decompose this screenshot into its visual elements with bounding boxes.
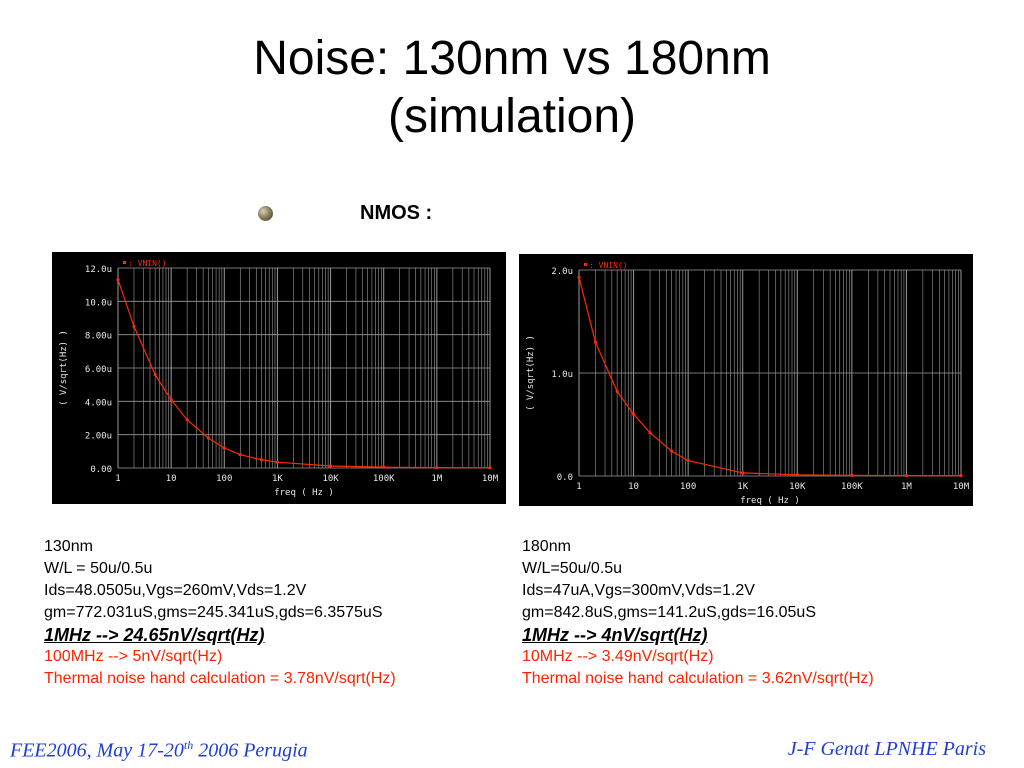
data-point [904, 473, 909, 478]
data-point [488, 466, 492, 470]
data-point [328, 464, 333, 468]
y-tick-label: 4.00u [85, 398, 112, 408]
x-tick-label: 100 [216, 474, 232, 484]
data-point [795, 473, 799, 477]
data-point [259, 458, 264, 462]
footer-conference: FEE2006, May 17-20th 2006 Perugia [10, 738, 308, 763]
info-red-line-1: 10MHz --> 3.49nV/sqrt(Hz) [522, 648, 714, 665]
data-point [382, 465, 386, 469]
y-tick-label: 2.0u [551, 267, 573, 277]
data-point [593, 340, 598, 344]
x-tick-label: 1M [431, 474, 442, 484]
x-axis-label: freq ( Hz ) [740, 496, 800, 506]
y-tick-label: 0.0 [557, 473, 573, 483]
info-highlight: 1MHz --> 4nV/sqrt(Hz) [522, 625, 708, 645]
data-point [275, 460, 280, 464]
info-bias: Ids=47uA,Vgs=300mV,Vds=1.2V [522, 582, 755, 599]
plot-180nm-svg: 0.0 1.0u 2.0u 1 10 100 1K 10K 100K 1M 10M freq ( Hz… [526, 261, 970, 506]
x-tick-label: 1M [901, 482, 912, 492]
info-180nm: 180nm W/L=50u/0.5u Ids=47uA,Vgs=300mV,Vd… [522, 536, 874, 690]
y-tick-label: 0.00 [90, 465, 112, 475]
footer-date-suffix: 2006 Perugia [193, 739, 308, 762]
info-gm: gm=842.8uS,gms=141.2uS,gds=16.05uS [522, 604, 816, 621]
info-red-line-2: Thermal noise hand calculation = 3.62nV/… [522, 670, 874, 687]
x-tick-label: 100K [373, 474, 395, 484]
data-point [631, 412, 636, 416]
data-point [206, 436, 210, 440]
bullet-item: NMOS : [258, 202, 558, 230]
x-axis-label: freq ( Hz ) [274, 488, 334, 498]
info-node: 180nm [522, 538, 571, 555]
bullet-icon [258, 206, 273, 221]
info-wl: W/L = 50u/0.5u [44, 560, 153, 577]
y-tick-label: 8.00u [85, 332, 112, 342]
bullet-label: NMOS : [360, 202, 433, 224]
x-tick-label: 1K [737, 482, 748, 492]
data-point [577, 275, 581, 279]
x-tick-label: 10K [322, 474, 339, 484]
x-tick-label: 100 [680, 482, 696, 492]
title-line-2: (simulation) [387, 90, 637, 143]
info-red-line-1: 100MHz --> 5nV/sqrt(Hz) [44, 648, 223, 665]
footer-date-prefix: FEE2006, May 17-20 [10, 739, 184, 762]
x-tick-label: 1 [115, 474, 120, 484]
footer-author: J-F Genat LPNHE Paris [787, 738, 986, 760]
data-point [648, 431, 652, 435]
legend-marker [123, 261, 126, 264]
x-tick-label: 1 [576, 482, 581, 492]
y-axis-label: ( V/sqrt(Hz) ) [526, 335, 536, 411]
data-point [222, 446, 226, 450]
info-bias: Ids=48.0505u,Vgs=260mV,Vds=1.2V [44, 582, 307, 599]
info-node: 130nm [44, 538, 93, 555]
x-tick-label: 10M [482, 474, 499, 484]
y-tick-label: 1.0u [551, 370, 573, 380]
x-tick-label: 10M [953, 482, 970, 492]
x-tick-label: 100K [841, 482, 863, 492]
data-point [116, 278, 120, 282]
data-point [615, 389, 619, 394]
y-tick-label: 2.00u [85, 432, 112, 442]
data-point [153, 373, 157, 377]
y-tick-label: 10.0u [85, 298, 112, 308]
data-point [238, 453, 242, 457]
slide-title: Noise: 130nm vs 180nm (simulation) [0, 30, 1024, 146]
series-line [117, 279, 491, 469]
info-highlight: 1MHz --> 24.65nV/sqrt(Hz) [44, 625, 265, 645]
title-line-1: Noise: 130nm vs 180nm [253, 32, 771, 85]
plot-180nm: 0.0 1.0u 2.0u 1 10 100 1K 10K 100K 1M 10M freq ( Hz… [519, 254, 973, 506]
data-point [850, 473, 854, 477]
info-wl: W/L=50u/0.5u [522, 560, 623, 577]
plot-130nm: 0.00 2.00u 4.00u 6.00u 8.00u 10.0u 12.0u 1 10 100… [52, 252, 506, 504]
legend-label: : VNIN() [128, 259, 167, 268]
x-tick-label: 1K [272, 474, 283, 484]
data-point [959, 473, 963, 478]
data-point [741, 471, 745, 475]
data-point [670, 449, 674, 453]
data-point [169, 398, 173, 402]
series-line [578, 277, 961, 477]
y-tick-label: 6.00u [85, 365, 112, 375]
x-tick-label: 10 [628, 482, 639, 492]
y-axis-label: ( V/sqrt(Hz) ) [59, 330, 69, 406]
data-point [185, 418, 189, 422]
info-130nm: 130nm W/L = 50u/0.5u Ids=48.0505u,Vgs=26… [44, 536, 396, 690]
x-tick-label: 10K [789, 482, 806, 492]
plot-130nm-svg: 0.00 2.00u 4.00u 6.00u 8.00u 10.0u 12.0u 1 10 100… [59, 259, 499, 498]
data-point [132, 324, 136, 328]
legend-label: : VNIN() [589, 261, 628, 270]
x-tick-label: 10 [166, 474, 177, 484]
y-tick-label: 12.0u [85, 265, 112, 275]
legend-marker [584, 263, 587, 266]
data-point [435, 465, 439, 470]
info-gm: gm=772.031uS,gms=245.341uS,gds=6.3575uS [44, 604, 383, 621]
info-red-line-2: Thermal noise hand calculation = 3.78nV/… [44, 670, 396, 687]
data-point [686, 458, 690, 463]
footer-date-sup: th [183, 738, 194, 752]
